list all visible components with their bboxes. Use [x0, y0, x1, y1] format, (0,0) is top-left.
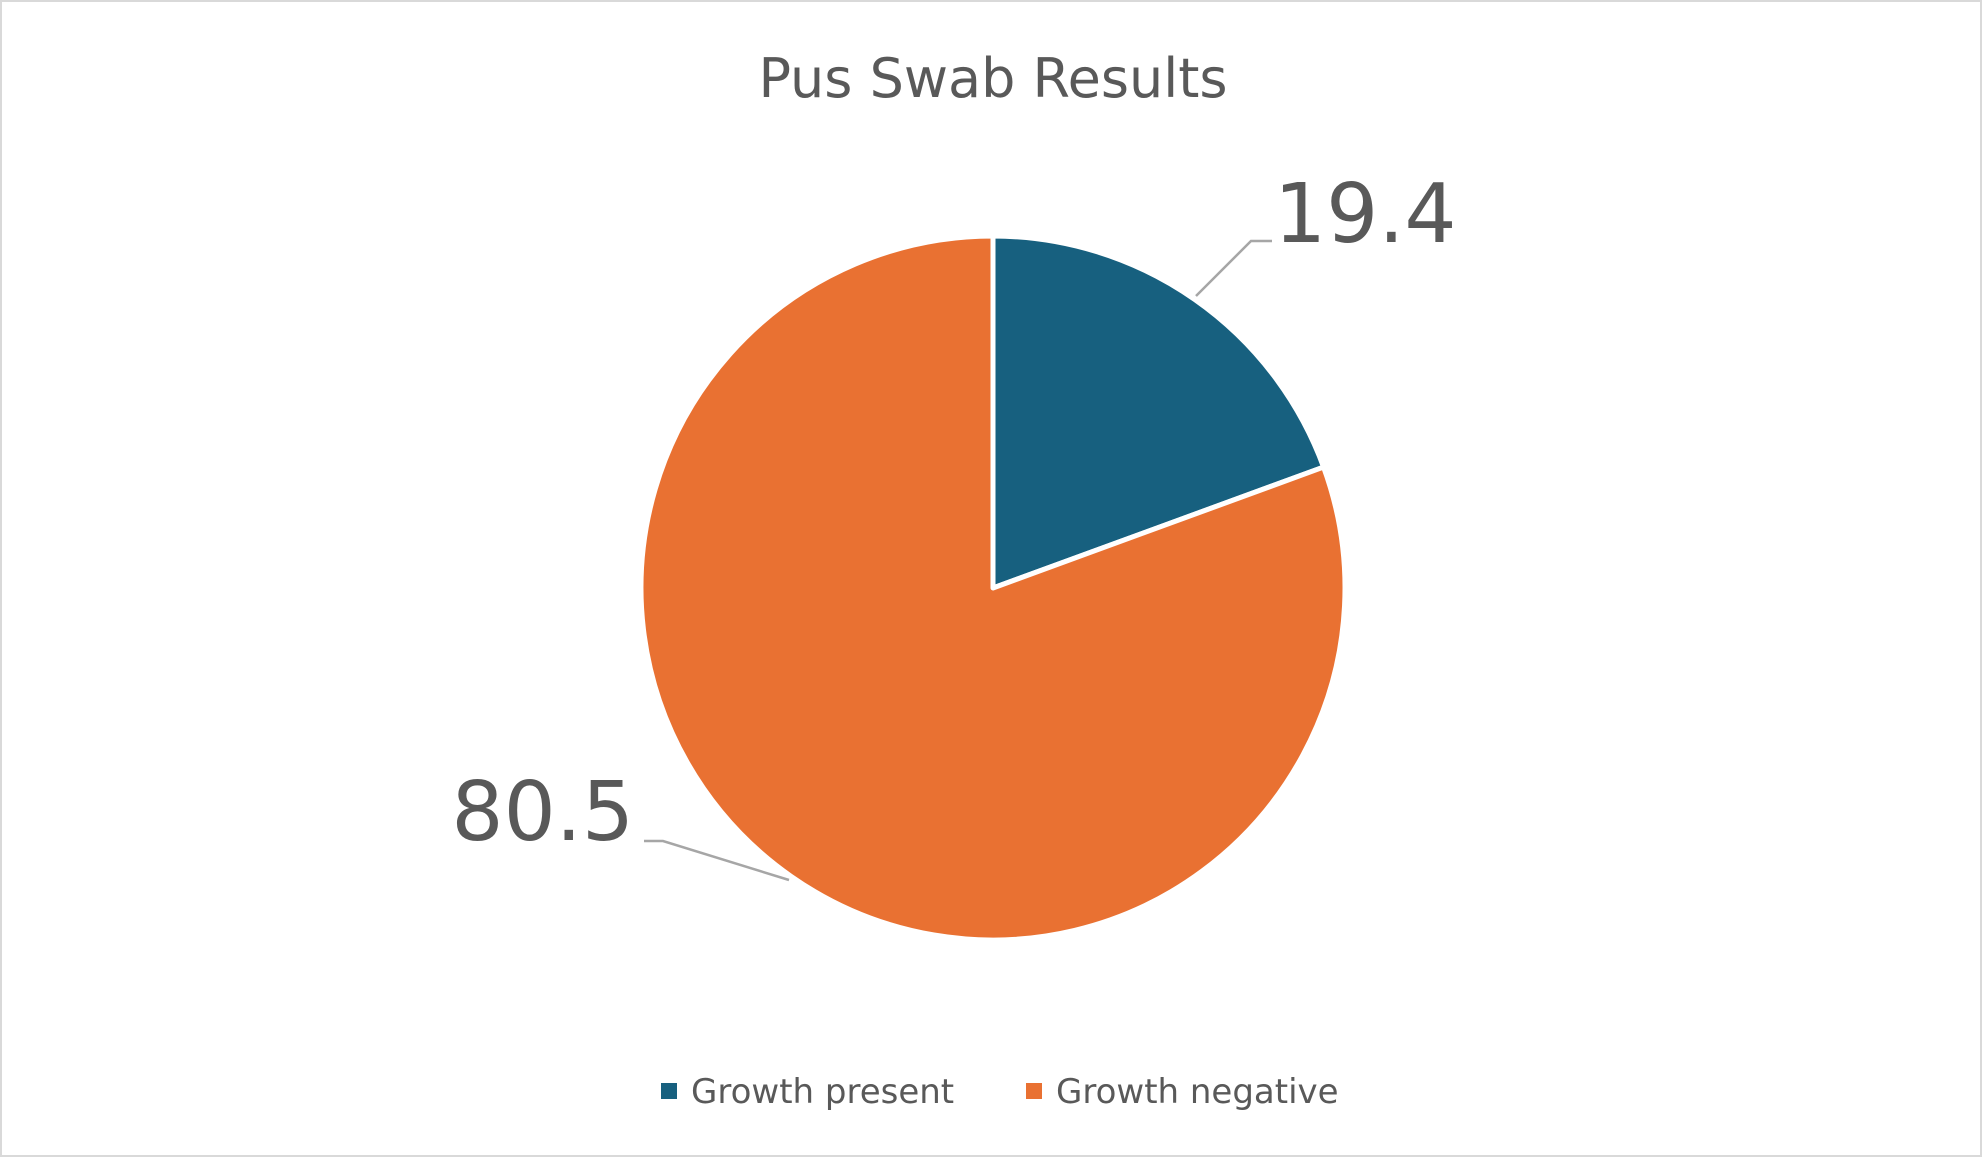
pie-slice-growth-present — [990, 233, 1327, 591]
legend-swatch-growth-negative — [1026, 1083, 1042, 1099]
data-label-growth-present: 19.4 — [1274, 167, 1457, 262]
legend-label-growth-negative: Growth negative — [1056, 1072, 1339, 1112]
pie-slices — [638, 233, 1348, 943]
leader-line-growth-present — [1195, 239, 1272, 297]
chart-title: Pus Swab Results — [758, 47, 1227, 110]
leader-lines — [644, 239, 1272, 882]
legend: Growth present Growth negative — [661, 1072, 1339, 1112]
pie-slice-growth-negative — [638, 233, 1348, 943]
leader-line-growth-negative — [644, 839, 790, 882]
legend-label-growth-present: Growth present — [691, 1072, 954, 1112]
data-labels: 19.4 80.5 — [451, 167, 1456, 860]
data-label-growth-negative: 80.5 — [451, 765, 634, 860]
legend-swatch-growth-present — [661, 1083, 677, 1099]
